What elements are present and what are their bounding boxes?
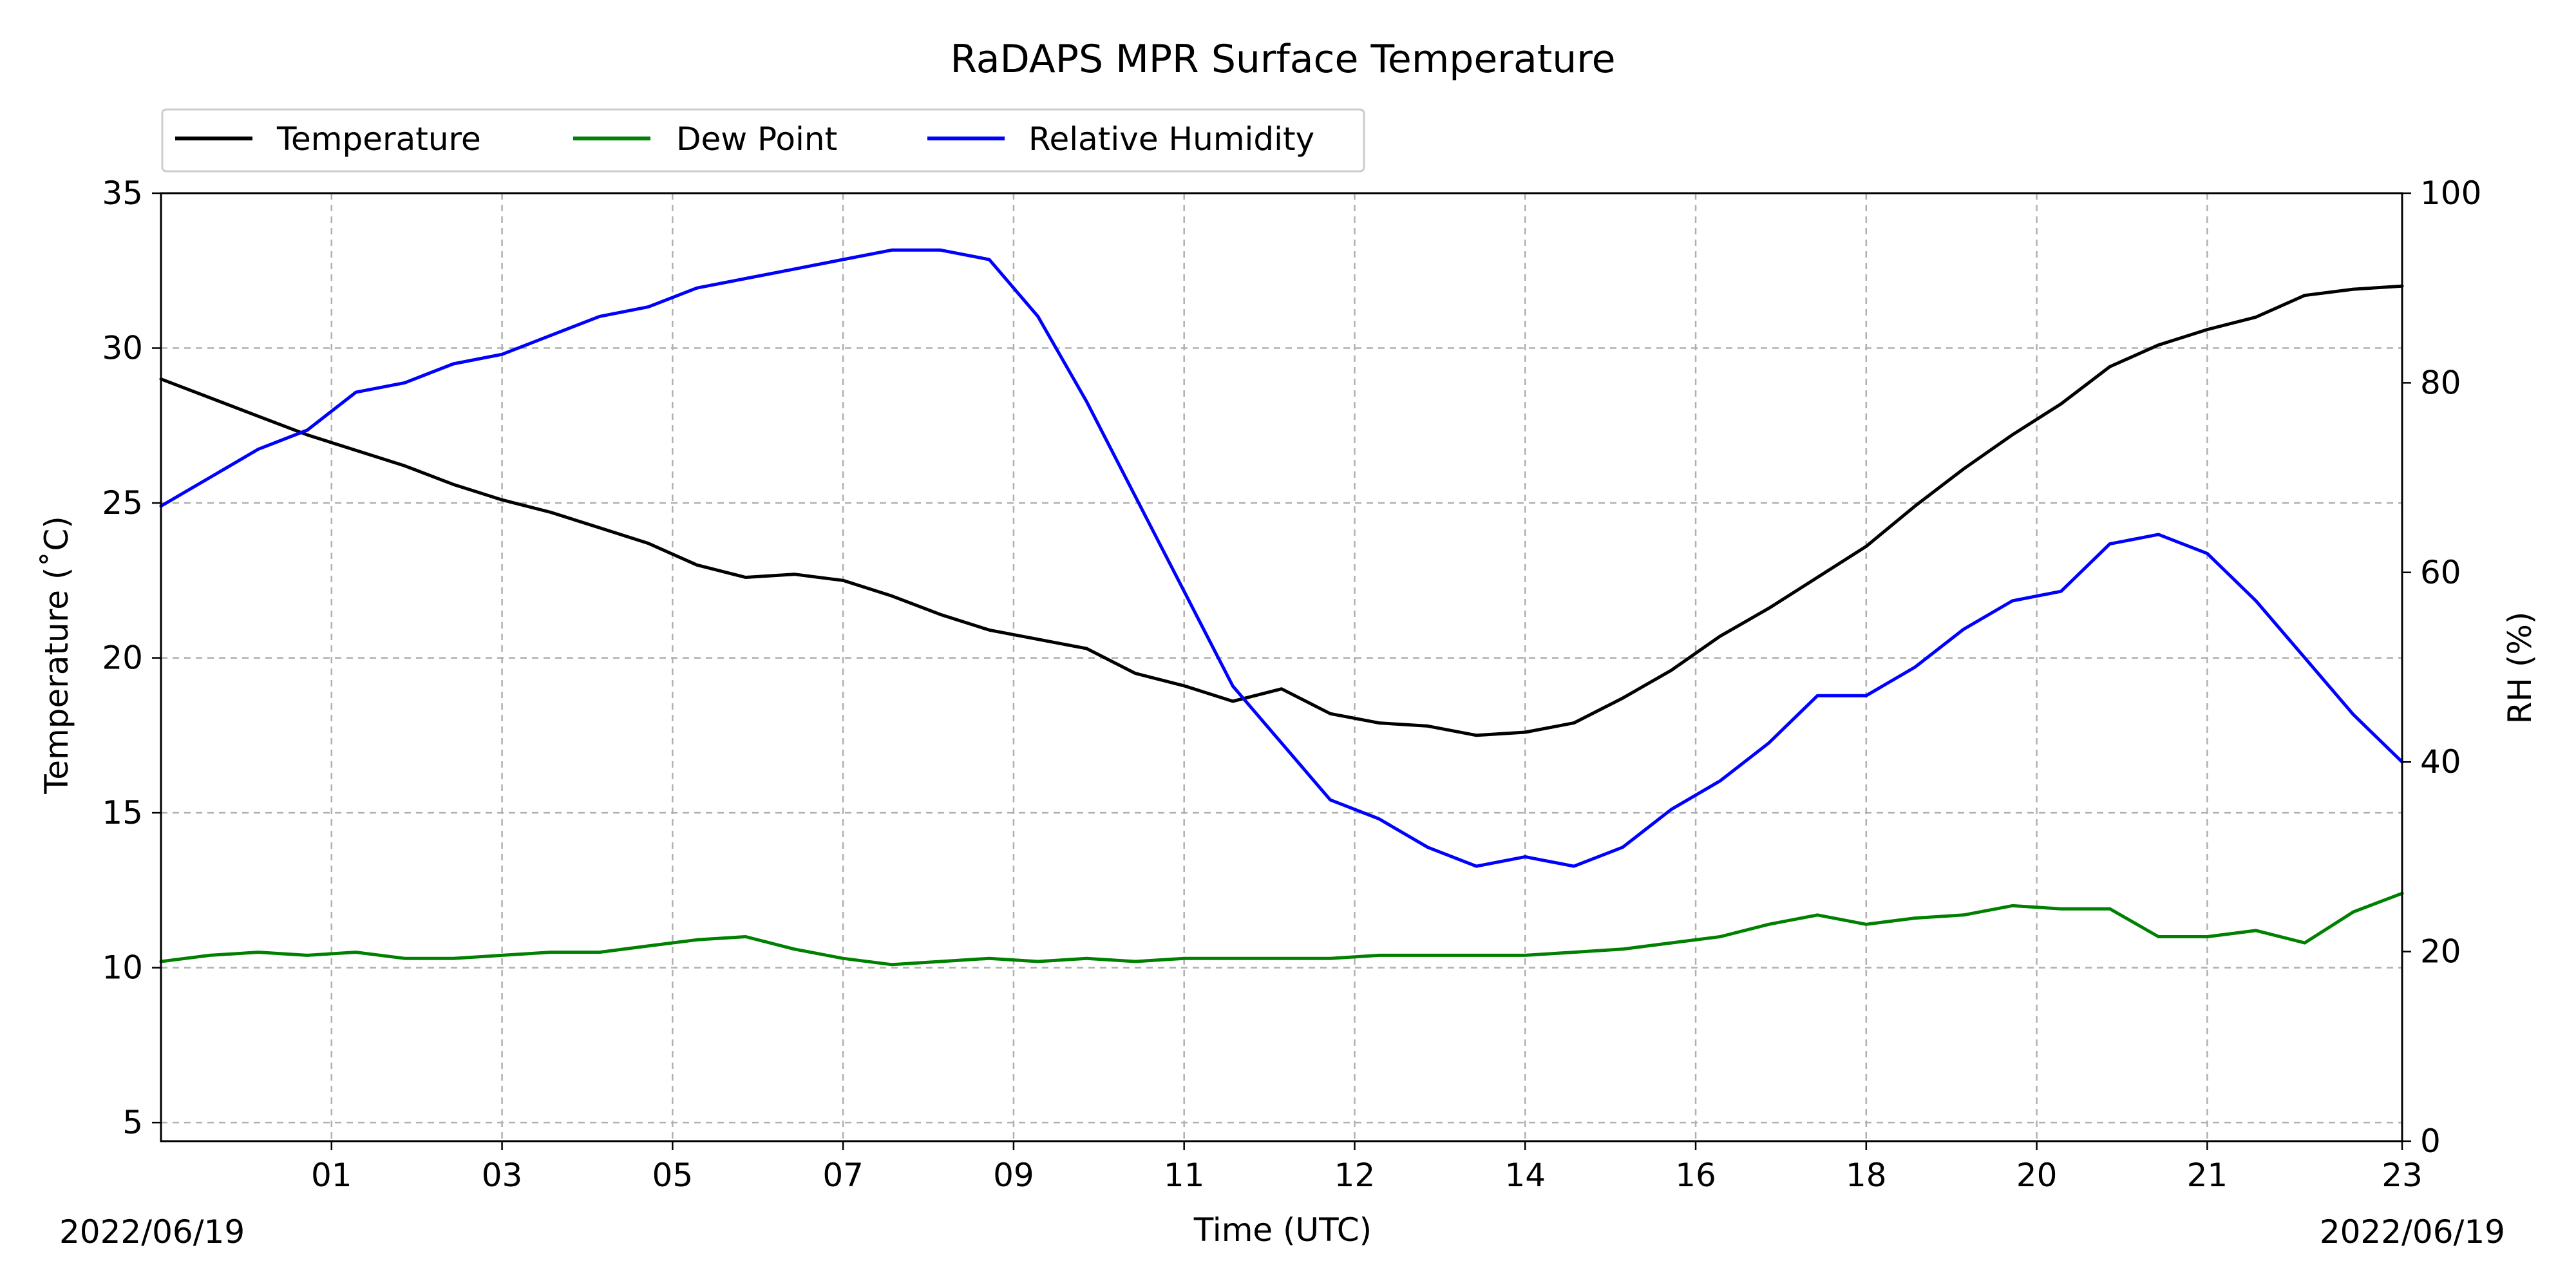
y-tick-label: 35: [102, 175, 143, 212]
x-tick-label: 23: [2382, 1157, 2423, 1194]
legend-label-temperature: Temperature: [276, 120, 481, 158]
y-axis-label-right: RH (%): [2501, 612, 2539, 724]
series-line-temperature: [159, 284, 2404, 737]
y-right-tick-label: 20: [2420, 933, 2461, 971]
series-line-relative-humidity: [159, 248, 2404, 868]
plot-frame: [160, 192, 2403, 1142]
y-right-tick-label: 0: [2420, 1122, 2441, 1160]
x-tick-label: 14: [1504, 1157, 1546, 1194]
series-line-dew-point: [159, 891, 2404, 967]
grid: [161, 192, 2403, 1141]
y-tick-label: 30: [102, 330, 143, 367]
y-right-tick-label: 60: [2420, 554, 2461, 591]
x-tick-label: 18: [1846, 1157, 1887, 1194]
y-tick-label: 15: [102, 794, 143, 831]
x-tick-label: 16: [1675, 1157, 1716, 1194]
legend: Temperature Dew Point Relative Humidity: [161, 108, 1365, 173]
series-layer: [159, 248, 2404, 967]
y-axis-label: Temperature (˚C): [38, 516, 75, 795]
x-tick-label: 03: [482, 1157, 523, 1194]
x-tick-label: 07: [822, 1157, 864, 1194]
date-right: 2022/06/19: [2320, 1213, 2505, 1251]
x-tick-label: 09: [993, 1157, 1034, 1194]
y-right-tick-label: 80: [2420, 364, 2461, 401]
y-axis-right: 0 20 40 60 80 100: [2402, 175, 2481, 1160]
y-tick-label: 25: [102, 484, 143, 522]
y-tick-label: 5: [122, 1104, 143, 1141]
chart-title: RaDAPS MPR Surface Temperature: [950, 37, 1615, 82]
x-tick-label: 12: [1334, 1157, 1376, 1194]
legend-box: [161, 108, 1365, 173]
x-tick-label: 20: [2016, 1157, 2058, 1194]
y-axis-left: 5 10 15 20 25 30 35: [102, 175, 161, 1141]
x-tick-label: 01: [311, 1157, 352, 1194]
y-tick-label: 10: [102, 949, 143, 987]
y-right-tick-label: 40: [2420, 743, 2461, 781]
y-tick-label: 20: [102, 639, 143, 677]
x-tick-label: 05: [652, 1157, 694, 1194]
date-left: 2022/06/19: [59, 1213, 245, 1251]
x-tick-label: 21: [2187, 1157, 2228, 1194]
legend-label-dew-point: Dew Point: [676, 120, 837, 158]
x-axis-label: Time (UTC): [1193, 1211, 1372, 1249]
legend-label-relative-humidity: Relative Humidity: [1028, 120, 1314, 158]
x-axis: 01 03 05 07 09 11 12 14 16 18 20 21 23: [311, 1141, 2423, 1194]
x-tick-label: 11: [1164, 1157, 1205, 1194]
y-right-tick-label: 100: [2420, 175, 2481, 212]
